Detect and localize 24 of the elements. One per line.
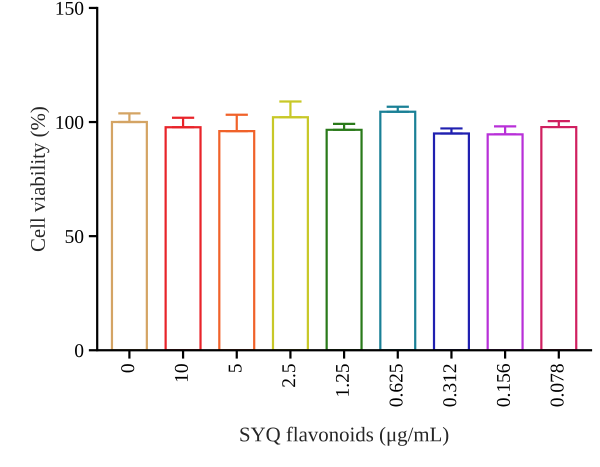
x-tick-label: 0.312 bbox=[443, 364, 456, 406]
x-tick-label: 0 bbox=[121, 364, 134, 372]
y-tick-label: 100 bbox=[56, 116, 84, 129]
bar bbox=[432, 132, 470, 350]
bar bbox=[272, 116, 309, 350]
y-tick-label: 0 bbox=[75, 344, 84, 358]
x-tick-label: 2.5 bbox=[282, 364, 296, 387]
x-tick-label: 0.625 bbox=[390, 364, 403, 406]
bar bbox=[379, 110, 416, 350]
x-tick-label: 0.156 bbox=[496, 364, 510, 406]
x-tick-label: 1.25 bbox=[336, 364, 350, 396]
x-tick-label: 0.078 bbox=[550, 364, 564, 406]
x-tick-label: 5 bbox=[228, 364, 242, 372]
x-axis-title: SYQ flavonoids (μg/mL) bbox=[240, 426, 448, 446]
x-tick-label: 10 bbox=[174, 364, 188, 382]
bar bbox=[164, 126, 202, 350]
y-tick-label: 150 bbox=[56, 2, 84, 15]
bar bbox=[218, 130, 256, 350]
bar bbox=[486, 133, 524, 350]
bar bbox=[326, 128, 363, 350]
y-tick-label: 50 bbox=[66, 230, 84, 244]
bar bbox=[110, 120, 148, 350]
y-axis-title: Cell viability (%) bbox=[30, 107, 50, 252]
bar bbox=[540, 126, 578, 350]
